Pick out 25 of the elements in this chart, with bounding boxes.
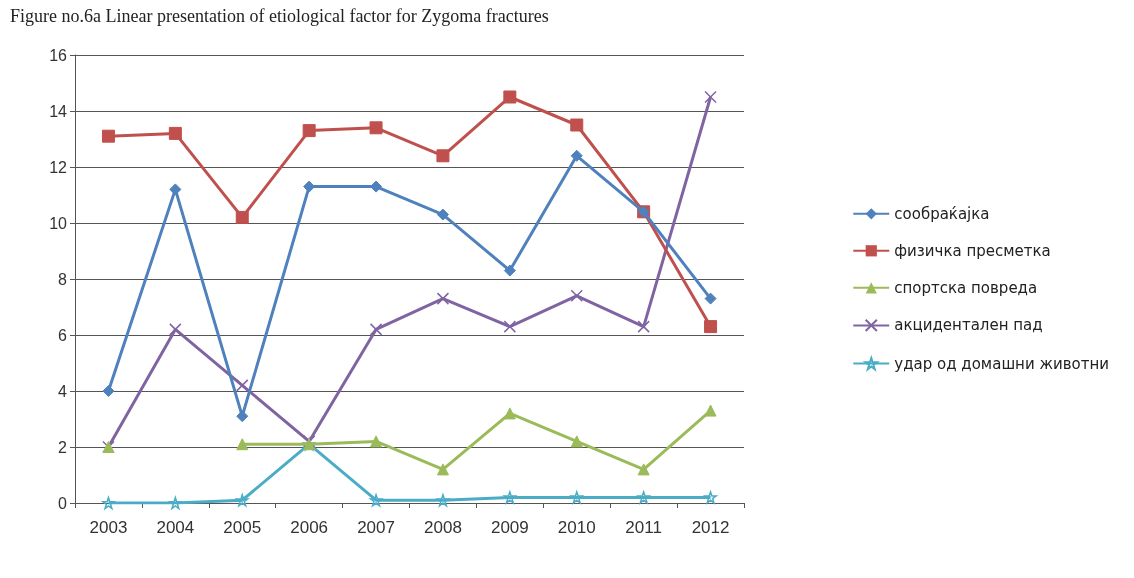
x-tick-label: 2008 — [424, 518, 462, 537]
x-tick-label: 2009 — [490, 518, 529, 537]
y-tick-label: 0 — [58, 494, 68, 512]
x-tick-label: 2007 — [357, 518, 395, 537]
x-tick-label: 2011 — [625, 518, 662, 537]
y-tick-label: 2 — [58, 438, 68, 456]
y-tick-label: 6 — [58, 326, 68, 344]
x-tick-label: 2012 — [691, 518, 730, 537]
x-tick-label: 2006 — [290, 518, 329, 537]
legend-label: сообраќајка — [894, 204, 990, 223]
legend-label: спортска повреда — [894, 278, 1038, 297]
y-tick-label: 16 — [49, 46, 68, 64]
x-tick-label: 2004 — [156, 518, 195, 537]
y-tick-label: 4 — [58, 382, 68, 400]
y-tick-label: 8 — [58, 270, 68, 288]
y-tick-label: 14 — [49, 102, 68, 120]
legend-label: физичка пресметка — [894, 241, 1051, 260]
y-tick-label: 12 — [49, 158, 68, 176]
x-tick-label: 2010 — [557, 518, 596, 537]
chart-title: Figure no.6a Linear presentation of etiological factor for Zygoma fractures — [10, 6, 549, 26]
legend-label: акцидентален пад — [894, 316, 1043, 335]
x-tick-label: 2003 — [89, 518, 128, 537]
x-tick-label: 2005 — [223, 518, 262, 537]
y-tick-label: 10 — [49, 214, 68, 232]
legend-label: удар од домашни животни — [894, 354, 1110, 373]
